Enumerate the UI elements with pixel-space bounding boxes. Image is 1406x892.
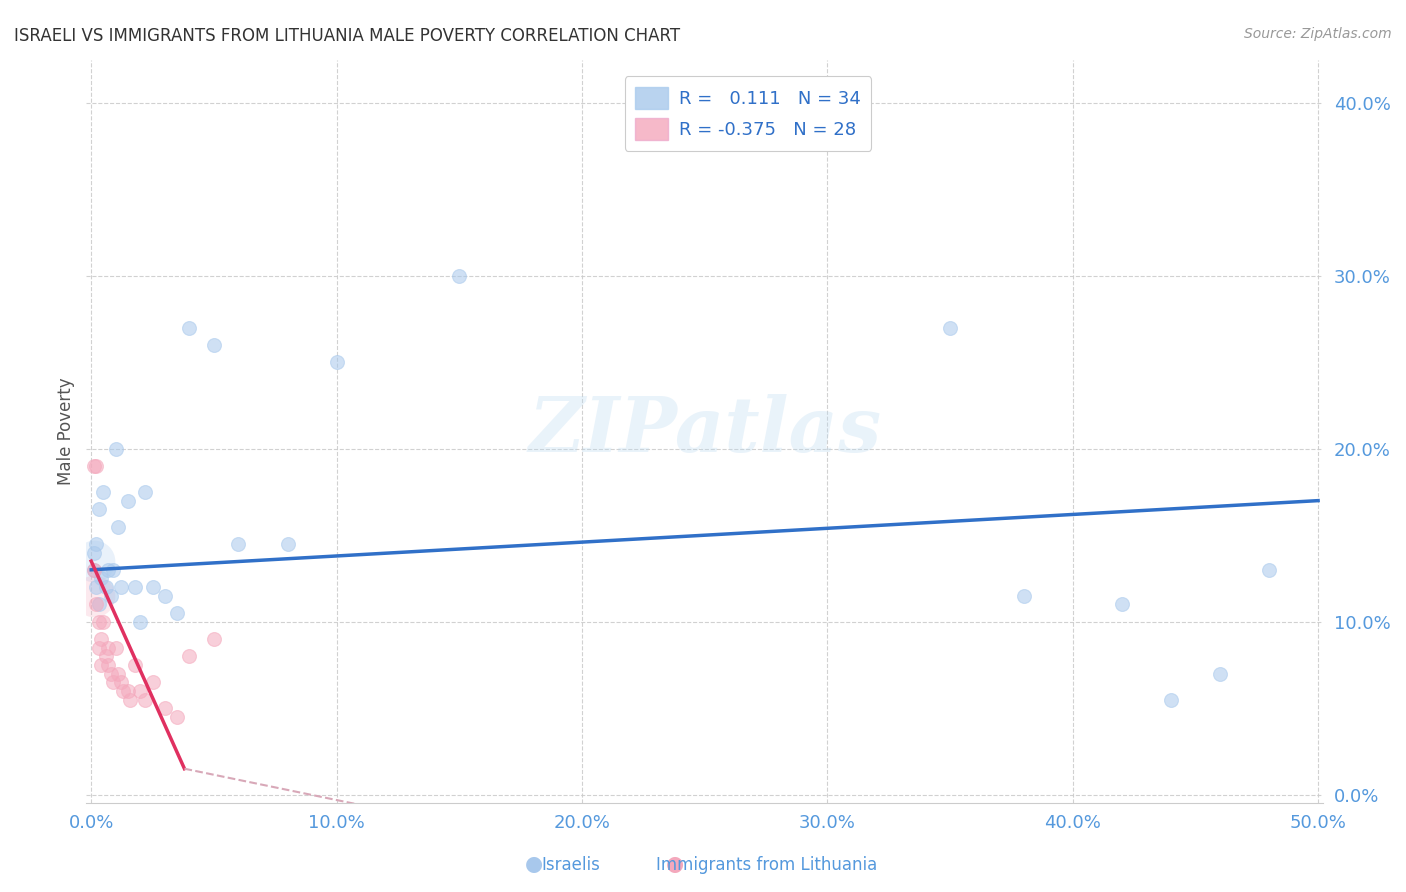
Point [107,519,129,533]
Point [939,320,962,334]
Point [103,563,125,577]
Text: Immigrants from Lithuania: Immigrants from Lithuania [655,855,877,873]
Point [1258,563,1281,577]
Point [110,580,132,594]
Point [84,580,107,594]
Point [110,675,132,690]
Point [1160,692,1182,706]
Point [94,580,117,594]
Point [87,615,110,629]
Point [153,701,176,715]
Point [117,493,139,508]
Point [93,485,115,500]
Point [83,589,105,603]
Point [166,606,188,620]
Point [129,684,152,698]
Point [141,580,163,594]
Point [87,502,110,516]
Point [103,675,125,690]
Point [97,563,120,577]
Point [276,537,298,551]
Point [90,571,112,585]
Text: ●: ● [526,854,543,873]
Point [100,589,122,603]
Point [107,666,129,681]
Point [117,684,139,698]
Point [179,649,201,664]
Point [104,640,127,655]
Point [141,675,163,690]
Point [228,537,250,551]
Point [94,649,117,664]
Text: Israelis: Israelis [541,855,600,873]
Point [84,598,107,612]
Point [1012,589,1035,603]
Point [124,657,146,672]
Text: Source: ZipAtlas.com: Source: ZipAtlas.com [1244,27,1392,41]
Point [87,640,110,655]
Point [449,268,471,283]
Point [134,692,156,706]
Legend: R =   0.111   N = 34, R = -0.375   N = 28: R = 0.111 N = 34, R = -0.375 N = 28 [624,76,872,151]
Y-axis label: Male Poverty: Male Poverty [58,377,75,485]
Point [124,580,146,594]
Point [83,563,105,577]
Point [179,320,201,334]
Point [84,458,107,473]
Point [129,615,152,629]
Text: ZIPatlas: ZIPatlas [529,394,882,468]
Point [153,589,176,603]
Point [93,615,115,629]
Point [134,485,156,500]
Point [83,563,105,577]
Point [104,442,127,456]
Point [166,710,188,724]
Point [87,598,110,612]
Text: ●: ● [666,854,683,873]
Point [1111,598,1133,612]
Point [84,537,107,551]
Point [90,657,112,672]
Point [83,554,105,568]
Point [97,657,120,672]
Point [202,632,225,646]
Point [90,632,112,646]
Text: ISRAELI VS IMMIGRANTS FROM LITHUANIA MALE POVERTY CORRELATION CHART: ISRAELI VS IMMIGRANTS FROM LITHUANIA MAL… [14,27,681,45]
Point [325,355,347,369]
Point [83,545,105,559]
Point [202,338,225,352]
Point [120,692,142,706]
Point [97,640,120,655]
Point [1209,666,1232,681]
Point [83,458,105,473]
Point [112,684,135,698]
Point [100,666,122,681]
